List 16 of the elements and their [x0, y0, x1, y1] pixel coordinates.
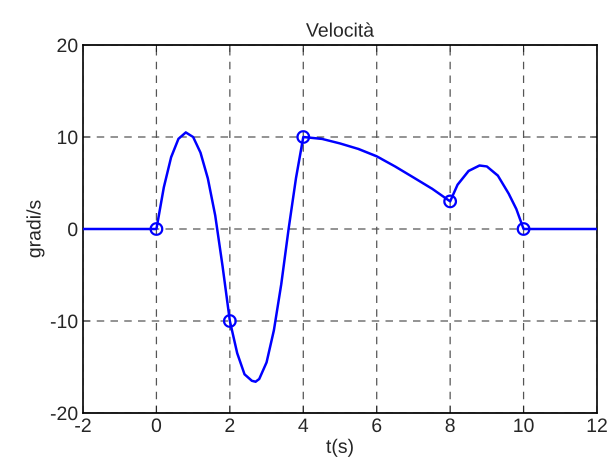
- y-tick-label: 10: [58, 130, 78, 144]
- x-tick-label: 6: [372, 418, 382, 432]
- x-tick-label: 2: [225, 418, 234, 432]
- y-tick-label: 20: [57, 38, 78, 52]
- y-tick-label: -20: [50, 406, 78, 420]
- x-tick-label: 4: [298, 418, 308, 432]
- x-tick-label: 10: [514, 418, 534, 432]
- x-tick-label: 12: [588, 418, 607, 432]
- x-axis-title: t(s): [326, 438, 353, 457]
- x-tick-label: -2: [75, 418, 91, 432]
- y-axis-title: gradi/s: [26, 200, 44, 258]
- x-tick-label: 0: [152, 418, 162, 432]
- y-tick-label: -10: [50, 314, 78, 328]
- chart-title: Velocità: [306, 22, 374, 37]
- x-tick-label: 8: [446, 418, 455, 432]
- y-tick-label: 0: [68, 222, 78, 236]
